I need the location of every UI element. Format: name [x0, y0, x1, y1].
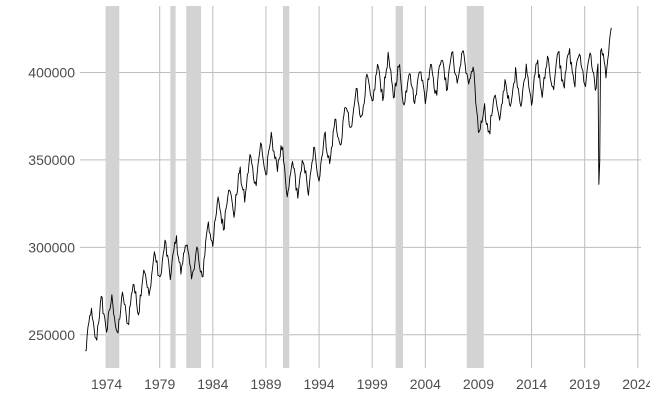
y-tick-label: 400000 — [28, 64, 75, 80]
x-tick-label: 2024 — [622, 376, 650, 392]
x-tick-label: 1999 — [357, 376, 388, 392]
recession-band — [395, 6, 403, 368]
y-axis-tick-labels: 250000 300000 350000 400000 — [28, 64, 75, 342]
x-tick-label: 1979 — [144, 376, 175, 392]
x-tick-label: 1984 — [197, 376, 228, 392]
recession-band — [170, 6, 176, 368]
recession-band — [186, 6, 202, 368]
series-group — [85, 27, 612, 352]
y-tick-label: 300000 — [28, 239, 75, 255]
x-tick-label: 2019 — [569, 376, 600, 392]
x-tick-label: 2009 — [463, 376, 494, 392]
recession-band — [105, 6, 120, 368]
x-tick-label: 1994 — [303, 376, 334, 392]
y-tick-label: 350000 — [28, 152, 75, 168]
x-tick-label: 1989 — [250, 376, 281, 392]
y-tick-label: 250000 — [28, 327, 75, 343]
vertical-gridlines — [106, 6, 639, 368]
x-axis-tick-labels: 1974 1979 1984 1989 1994 1999 2004 2009 2014 2019… — [91, 376, 650, 392]
x-tick-label: 1974 — [91, 376, 122, 392]
recession-band — [466, 6, 484, 368]
x-tick-label: 2004 — [410, 376, 441, 392]
series-line — [85, 27, 612, 352]
x-tick-label: 2014 — [516, 376, 547, 392]
